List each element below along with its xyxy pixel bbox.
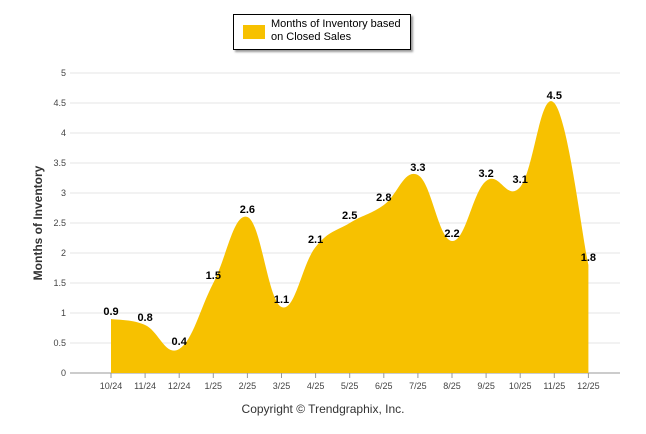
data-label: 3.3 bbox=[410, 162, 425, 174]
x-tick-label: 10/24 bbox=[100, 381, 123, 391]
y-tick-label: 1 bbox=[61, 308, 66, 318]
legend: Months of Inventory based on Closed Sale… bbox=[233, 14, 411, 50]
x-tick-label: 11/25 bbox=[543, 381, 565, 391]
x-tick-label: 10/25 bbox=[509, 381, 532, 391]
x-tick-label: 9/25 bbox=[477, 381, 495, 391]
data-label: 4.5 bbox=[547, 90, 562, 102]
data-label: 3.1 bbox=[513, 174, 528, 186]
x-tick-label: 2/25 bbox=[239, 381, 257, 391]
data-label: 0.8 bbox=[137, 312, 152, 324]
data-labels: 0.9 0.8 0.4 1.5 2.6 1.1 2.1 2.5 2.8 3.3 2.2 3.2 3.1 4… bbox=[103, 90, 596, 348]
data-label: 0.4 bbox=[172, 336, 188, 348]
y-tick-label: 4 bbox=[61, 128, 66, 138]
y-axis-label: Months of Inventory bbox=[31, 165, 45, 280]
y-tick-label: 3.5 bbox=[53, 158, 66, 168]
data-label: 1.1 bbox=[274, 294, 289, 306]
y-tick-label: 2 bbox=[61, 248, 66, 258]
data-label: 2.8 bbox=[376, 192, 391, 204]
y-axis: 0 0.5 1 1.5 2 2.5 3 3.5 4 4.5 5 bbox=[53, 68, 66, 378]
data-label: 0.9 bbox=[103, 306, 118, 318]
y-tick-label: 0.5 bbox=[53, 338, 66, 348]
x-tick-label: 6/25 bbox=[375, 381, 393, 391]
x-tick-label: 12/24 bbox=[168, 381, 191, 391]
x-axis: 10/24 11/24 12/24 1/25 2/25 3/25 4/25 5/25 6/25 7… bbox=[100, 373, 600, 391]
x-tick-label: 8/25 bbox=[443, 381, 461, 391]
data-label: 2.6 bbox=[240, 204, 255, 216]
data-label: 1.8 bbox=[581, 252, 596, 264]
y-tick-label: 5 bbox=[61, 68, 66, 78]
x-tick-label: 7/25 bbox=[409, 381, 427, 391]
y-tick-label: 1.5 bbox=[53, 278, 66, 288]
x-tick-label: 1/25 bbox=[205, 381, 223, 391]
legend-swatch bbox=[243, 25, 265, 39]
x-tick-label: 5/25 bbox=[341, 381, 359, 391]
data-label: 3.2 bbox=[478, 168, 493, 180]
y-tick-label: 0 bbox=[61, 368, 66, 378]
x-tick-label: 11/24 bbox=[134, 381, 156, 391]
y-tick-label: 3 bbox=[61, 188, 66, 198]
x-tick-label: 12/25 bbox=[577, 381, 600, 391]
legend-label: Months of Inventory based on Closed Sale… bbox=[271, 18, 401, 43]
y-tick-label: 2.5 bbox=[53, 218, 66, 228]
data-label: 2.5 bbox=[342, 210, 357, 222]
copyright-text: Copyright © Trendgraphix, Inc. bbox=[241, 402, 405, 416]
x-tick-label: 3/25 bbox=[273, 381, 291, 391]
y-tick-label: 4.5 bbox=[53, 98, 66, 108]
data-label: 2.2 bbox=[444, 228, 459, 240]
data-label: 2.1 bbox=[308, 234, 323, 246]
x-tick-label: 4/25 bbox=[307, 381, 325, 391]
data-label: 1.5 bbox=[206, 270, 221, 282]
area-series bbox=[111, 101, 589, 373]
